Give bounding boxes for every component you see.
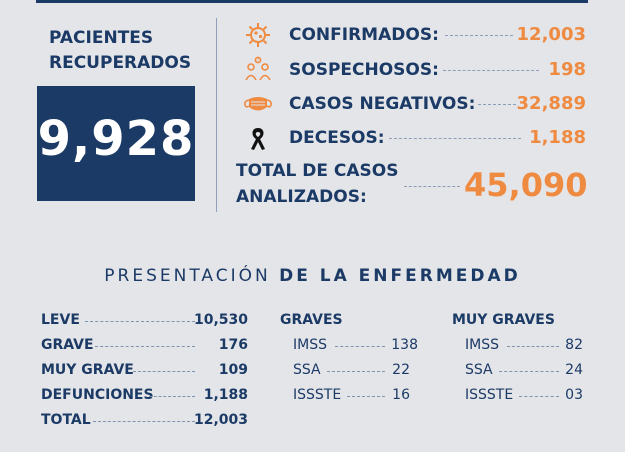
muy-graves-row: IMSS 82 xyxy=(465,335,583,355)
section-title: PRESENTACIÓN DE LA ENFERMEDAD xyxy=(0,264,625,288)
severity-value: 10,530 xyxy=(193,312,248,328)
total-label-line1: TOTAL DE CASOS xyxy=(236,161,399,181)
stat-label: CONFIRMADOS: xyxy=(289,25,439,45)
graves-header: GRAVES xyxy=(280,312,343,328)
stat-row-confirmados: CONFIRMADOS: 12,003 xyxy=(241,21,586,49)
institution-label: ISSSTE xyxy=(465,387,514,403)
severity-row: MUY GRAVE 109 xyxy=(41,360,248,380)
recuperados-box: 9,928 xyxy=(37,86,195,201)
dotted-leader xyxy=(443,70,539,71)
top-border xyxy=(36,0,588,3)
severity-row: GRAVE 176 xyxy=(41,335,248,355)
severity-row: DEFUNCIONES 1,188 xyxy=(41,385,248,405)
dotted-leader xyxy=(445,35,513,36)
stat-value: 32,889 xyxy=(516,93,586,114)
graves-row: ISSSTE 16 xyxy=(293,385,410,405)
severity-label: MUY GRAVE xyxy=(41,362,134,378)
stat-value: 12,003 xyxy=(516,24,586,45)
muy-graves-row: ISSSTE 03 xyxy=(465,385,583,405)
virus-icon xyxy=(246,23,270,47)
institution-label: SSA xyxy=(293,362,321,378)
dotted-leader xyxy=(499,371,559,372)
stat-label: DECESOS: xyxy=(289,128,385,148)
dotted-leader xyxy=(93,421,195,422)
stat-label: SOSPECHOSOS: xyxy=(289,60,439,80)
dotted-leader xyxy=(389,138,521,139)
severity-label: LEVE xyxy=(41,312,80,328)
dotted-leader xyxy=(327,371,385,372)
institution-value: 16 xyxy=(392,387,410,403)
severity-value: 12,003 xyxy=(193,412,248,428)
institution-value: 22 xyxy=(392,362,410,378)
severity-value: 1,188 xyxy=(203,387,248,403)
stat-row-decesos: DECESOS: 1,188 xyxy=(241,124,586,152)
dotted-leader xyxy=(347,396,385,397)
recuperados-label-line2: RECUPERADOS xyxy=(49,53,192,73)
institution-value: 82 xyxy=(565,337,583,353)
dotted-leader xyxy=(404,186,460,187)
stat-value: 198 xyxy=(548,59,586,80)
severity-value: 109 xyxy=(218,362,248,378)
dotted-leader xyxy=(85,321,195,322)
section-title-light: PRESENTACIÓN xyxy=(104,266,271,286)
mourning-ribbon-icon xyxy=(251,128,265,150)
dotted-leader xyxy=(133,371,195,372)
dotted-leader xyxy=(95,346,195,347)
severity-row: LEVE 10,530 xyxy=(41,310,248,330)
severity-label: DEFUNCIONES xyxy=(41,387,154,403)
severity-value: 176 xyxy=(218,337,248,353)
severity-label: GRAVE xyxy=(41,337,94,353)
stat-value: 1,188 xyxy=(529,127,586,148)
total-value: 45,090 xyxy=(464,166,588,204)
section-title-bold: DE LA ENFERMEDAD xyxy=(279,266,521,286)
dotted-leader xyxy=(507,346,559,347)
stat-row-sospechosos: ? SOSPECHOSOS: 198 xyxy=(241,56,586,84)
severity-label: TOTAL xyxy=(41,412,91,428)
dotted-leader xyxy=(149,396,195,397)
muy-graves-header: MUY GRAVES xyxy=(452,312,555,328)
suspect-people-icon: ? xyxy=(245,56,271,81)
total-label: TOTAL DE CASOS ANALIZADOS: xyxy=(236,158,398,210)
total-label-line2: ANALIZADOS: xyxy=(236,187,367,207)
dotted-leader xyxy=(519,396,559,397)
institution-value: 24 xyxy=(565,362,583,378)
institution-label: SSA xyxy=(465,362,493,378)
institution-value: 138 xyxy=(391,337,418,353)
institution-label: IMSS xyxy=(293,337,327,353)
recuperados-label: PACIENTES RECUPERADOS xyxy=(49,26,199,76)
graves-row: IMSS 138 xyxy=(293,335,418,355)
stat-label: CASOS NEGATIVOS: xyxy=(289,94,476,114)
institution-label: ISSSTE xyxy=(293,387,342,403)
severity-row: TOTAL 12,003 xyxy=(41,410,248,430)
recuperados-value: 9,928 xyxy=(37,111,195,167)
dotted-leader xyxy=(478,104,516,105)
institution-label: IMSS xyxy=(465,337,499,353)
vertical-divider xyxy=(216,18,217,212)
institution-value: 03 xyxy=(565,387,583,403)
graves-row: SSA 22 xyxy=(293,360,410,380)
recuperados-label-line1: PACIENTES xyxy=(49,28,154,48)
svg-text:?: ? xyxy=(257,58,259,63)
dotted-leader xyxy=(335,346,385,347)
stat-row-negativos: CASOS NEGATIVOS: 32,889 xyxy=(241,90,586,118)
muy-graves-row: SSA 24 xyxy=(465,360,583,380)
face-mask-icon xyxy=(244,97,272,111)
